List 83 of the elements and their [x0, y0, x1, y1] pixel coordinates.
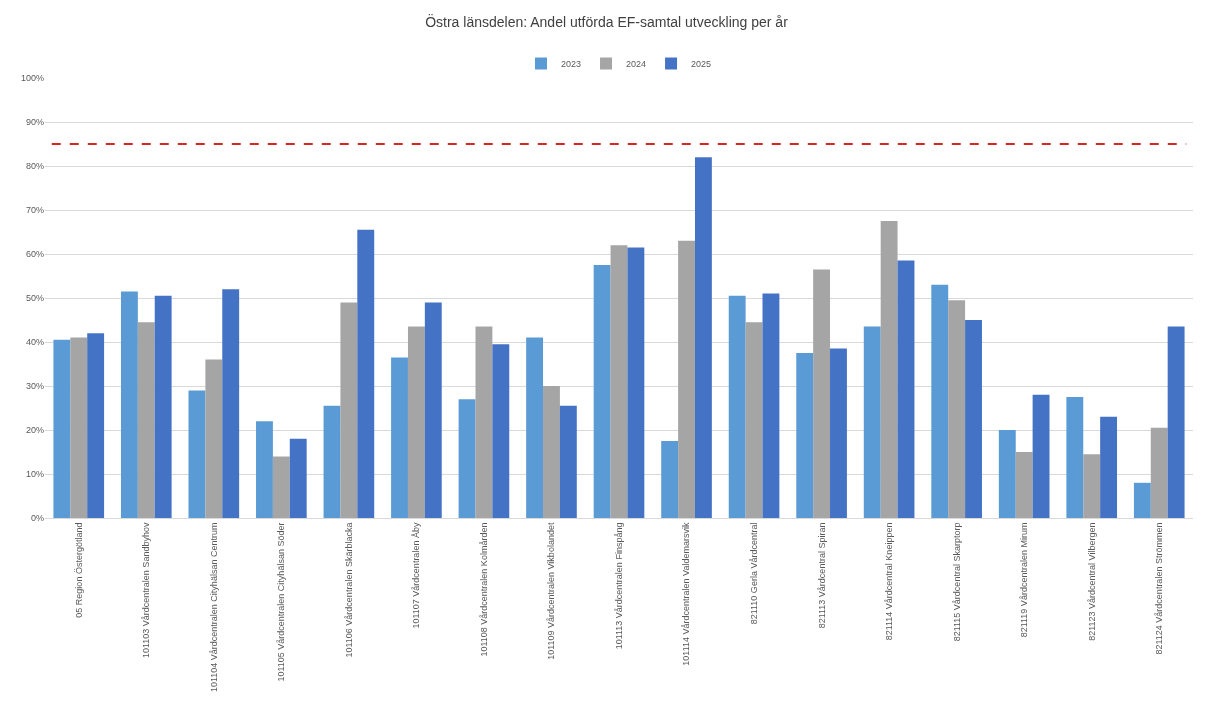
x-tick-label: 101104 Vårdcentralen Cityhälsan Centrum: [208, 522, 219, 693]
x-tick-label: 101103 Vårdcentralen Sandbyhov: [141, 522, 152, 659]
legend-label: 2025: [691, 59, 712, 70]
x-tick-label: 821123 Vårdcentral Vilbergen: [1086, 522, 1097, 641]
y-tick-label: 80%: [25, 161, 44, 172]
bar: [610, 245, 628, 518]
bar: [323, 405, 341, 518]
bar: [70, 337, 88, 518]
bar: [1066, 397, 1084, 518]
chart-title: Östra länsdelen: Andel utförda EF-samtal utveckling per år: [425, 13, 789, 31]
bar: [661, 441, 679, 518]
y-tick-label: 30%: [25, 381, 44, 392]
bar: [137, 322, 155, 518]
bar: [745, 322, 763, 518]
bar: [998, 430, 1016, 518]
bar: [830, 348, 847, 518]
x-tick-label: 101113 Vårdcentralen Finspång: [613, 522, 624, 650]
y-tick-label: 70%: [25, 205, 44, 216]
bar: [391, 357, 408, 518]
bar: [222, 289, 240, 518]
bar: [543, 386, 560, 518]
bar: [965, 320, 982, 518]
bar: [357, 229, 375, 518]
bar: [154, 295, 172, 518]
bar: [289, 438, 307, 518]
bar: [728, 295, 746, 518]
y-tick-label: 20%: [25, 425, 44, 436]
x-tick-label: 101109 Vårdcentralen Vikbolandet: [546, 522, 557, 660]
y-tick-label: 90%: [25, 117, 44, 128]
y-tick-label: 10%: [25, 469, 44, 480]
bar: [880, 221, 898, 518]
bar: [627, 247, 645, 518]
x-tick-label: 821110 Gerla Vårdcentral: [748, 522, 759, 625]
bar: [948, 300, 966, 518]
x-tick-label: 101107 Vårdcentralen Åby: [411, 522, 422, 629]
y-tick-label: 0%: [30, 513, 44, 524]
bar: [340, 302, 358, 518]
bar: [1133, 482, 1151, 518]
bar: [188, 390, 206, 518]
x-tick-label: 821114 Vårdcentral Kneippen: [884, 522, 895, 641]
bar: [256, 421, 273, 518]
y-tick-label: 60%: [25, 249, 44, 260]
legend-label: 2024: [626, 59, 647, 70]
bar: [87, 333, 105, 518]
legend-label: 2023: [561, 59, 582, 70]
x-tick-label: 821115 Vårdcentral Skarptorp: [951, 522, 962, 642]
bar: [1083, 454, 1101, 518]
x-tick-label: 821119 Vårdcentralen Mirum: [1019, 522, 1030, 638]
bar: [205, 359, 223, 518]
bar: [813, 269, 831, 518]
bar: [1100, 416, 1118, 518]
x-tick-label: 821113 Vårdcentral Spiran: [816, 522, 827, 629]
bar: [53, 339, 71, 518]
bar: [694, 157, 712, 518]
bar: [492, 344, 510, 518]
bar: [458, 399, 476, 518]
x-tick-label: 05 Region Östergötland: [73, 522, 84, 618]
bar: [593, 265, 611, 518]
y-tick-label: 100%: [20, 73, 44, 84]
bar: [559, 405, 577, 518]
bar: [272, 456, 290, 518]
bar: [1032, 394, 1050, 518]
bar: [120, 291, 138, 518]
bar: [863, 326, 881, 518]
bar: [526, 337, 544, 518]
bar: [475, 326, 493, 518]
x-tick-label: 101106 Vårdcentralen Skärblacka: [343, 522, 354, 658]
x-tick-label: 101114 Vårdcentralen Valdemarsvik: [681, 522, 692, 666]
bar: [1167, 326, 1185, 518]
bar: [796, 353, 814, 518]
bar: [1015, 452, 1033, 518]
bar: [897, 260, 915, 518]
y-tick-label: 40%: [25, 337, 44, 348]
bar: [424, 302, 442, 518]
bar: [407, 326, 425, 518]
bar: [1150, 427, 1168, 518]
x-tick-label: 101108 Vårdcentralen Kolmården: [478, 522, 489, 657]
bar: [678, 240, 695, 518]
y-tick-label: 50%: [25, 293, 44, 304]
x-tick-label: 101105 Vårdcentralen Cityhälsan Söder: [276, 522, 287, 682]
bar: [762, 293, 780, 518]
x-tick-label: 821124 Vårdcentralen Strömmen: [1154, 522, 1165, 655]
bar: [931, 284, 949, 518]
